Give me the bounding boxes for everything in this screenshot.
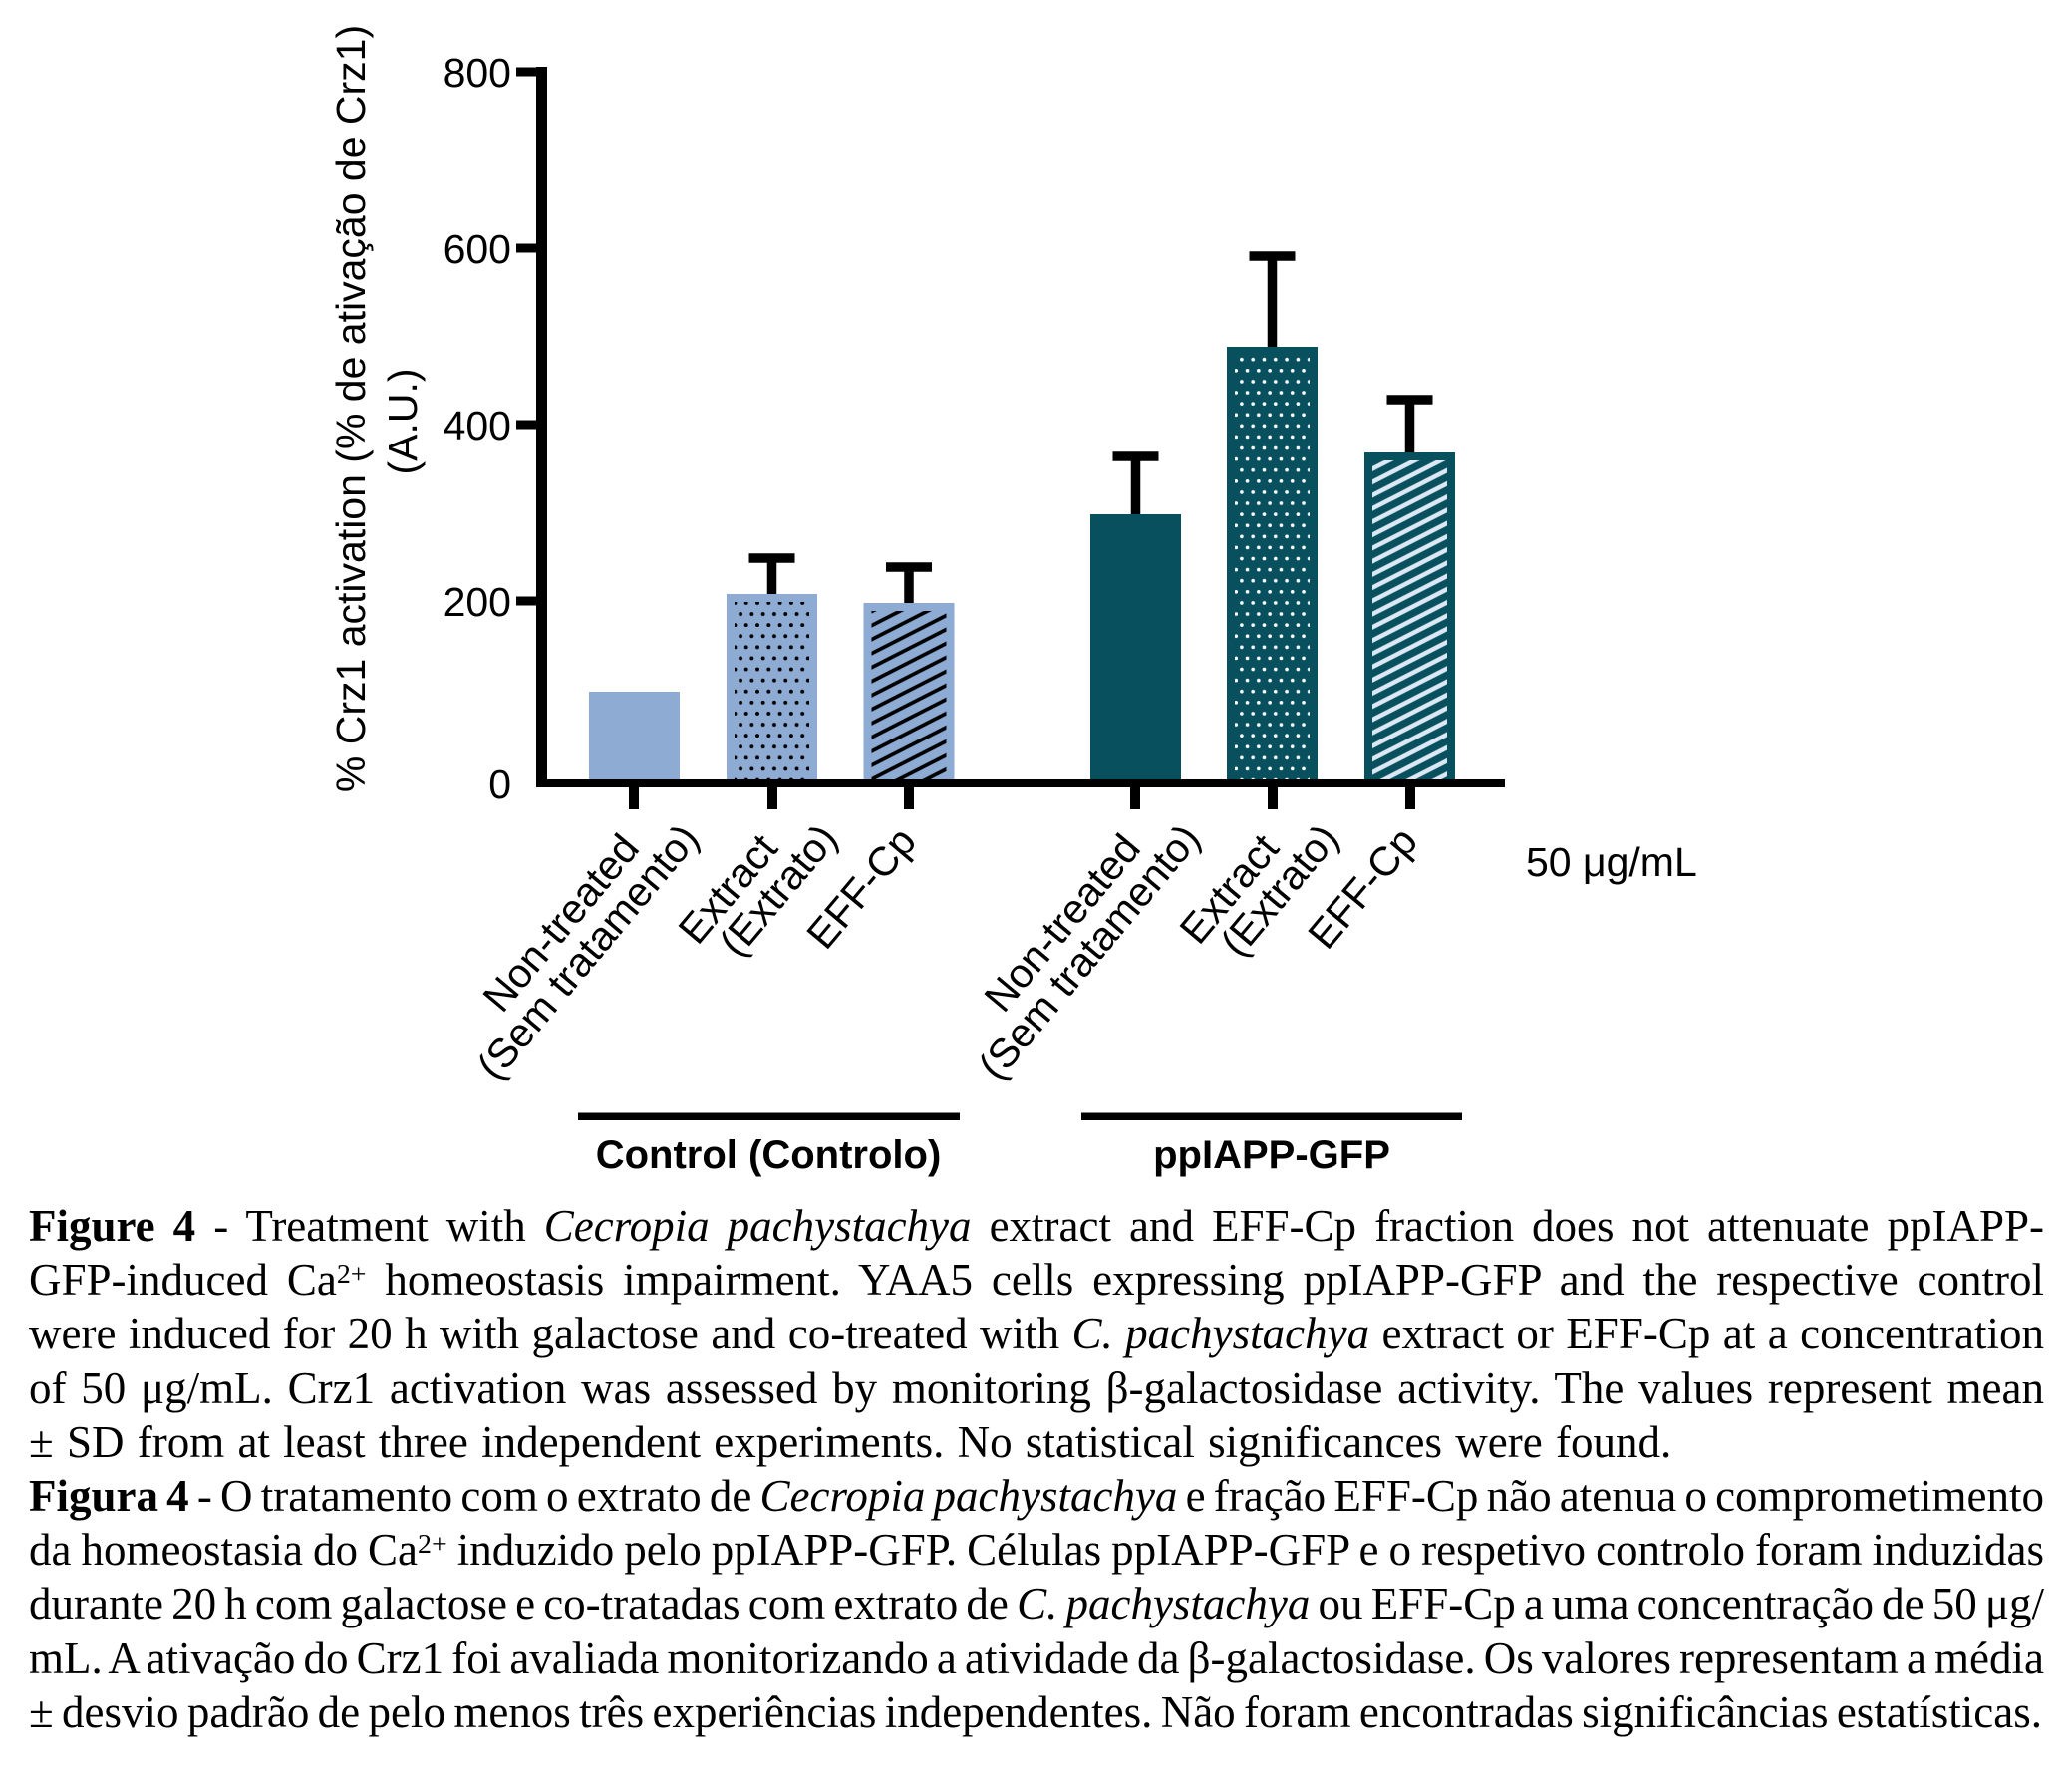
svg-text:ppIAPP-GFP: ppIAPP-GFP bbox=[1153, 1133, 1390, 1177]
svg-text:600: 600 bbox=[444, 226, 511, 272]
svg-text:50 μg/mL: 50 μg/mL bbox=[1526, 839, 1697, 885]
svg-text:(A.U.): (A.U.) bbox=[380, 368, 426, 474]
svg-text:0: 0 bbox=[488, 761, 511, 807]
svg-text:800: 800 bbox=[444, 50, 511, 96]
svg-text:400: 400 bbox=[444, 403, 511, 448]
svg-text:% Crz1 activation (% de ativaç: % Crz1 activation (% de ativação de Crz1… bbox=[328, 25, 374, 792]
svg-text:200: 200 bbox=[444, 579, 511, 625]
svg-text:Control (Controlo): Control (Controlo) bbox=[596, 1133, 942, 1177]
